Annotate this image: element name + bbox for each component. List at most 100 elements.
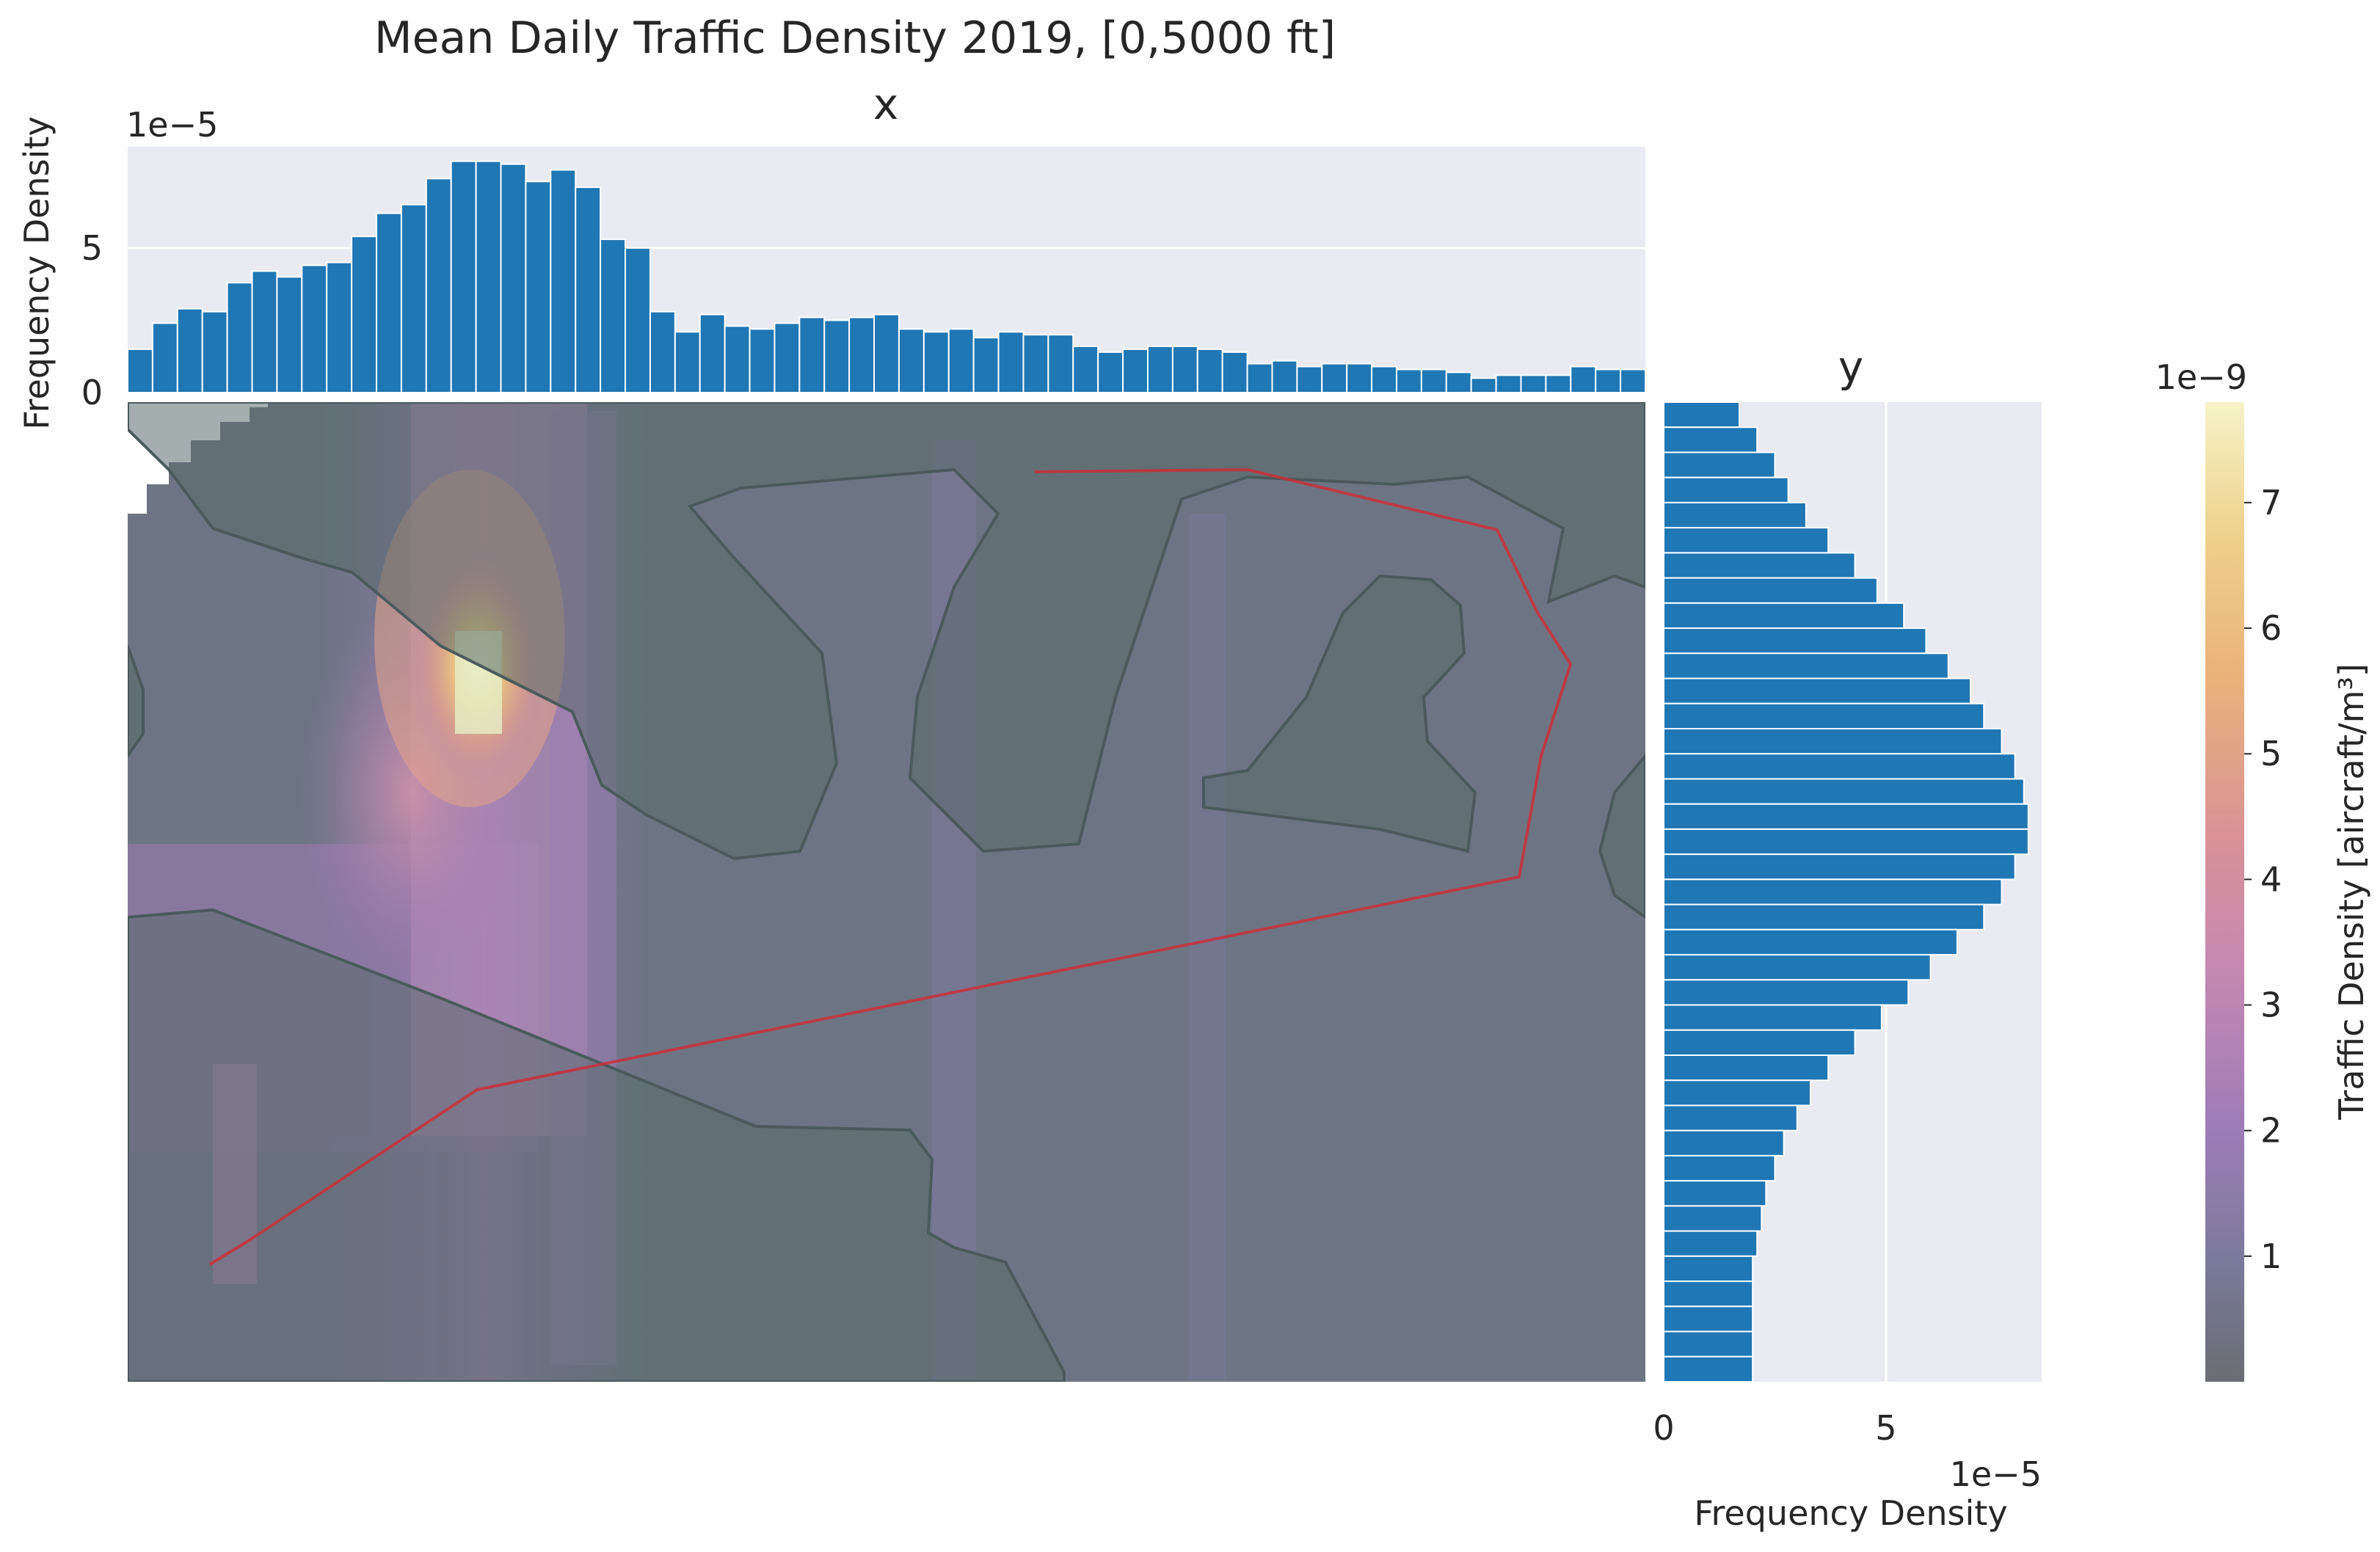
x-marginal-bar [997, 331, 1025, 393]
land-west-islet [128, 645, 145, 759]
colorbar-ticks: 1 2 3 4 5 6 7 [2244, 483, 2282, 1276]
y-marginal-bar [1663, 702, 1985, 729]
x-marginal-bar [873, 313, 900, 393]
x-marginal-offset-label: 1e−5 [126, 105, 218, 145]
colorbar-tick-label: 5 [2260, 734, 2282, 773]
y-marginal-bar [1663, 627, 1927, 655]
x-marginal-bar [400, 203, 427, 393]
x-marginal-bar [922, 331, 950, 393]
y-marginal-bar [1663, 753, 2016, 780]
y-marginal-bar [1663, 1255, 1754, 1283]
x-marginal-bar [649, 310, 676, 394]
colorbar: 1 2 3 4 5 6 7 1e−9 Traffic Density [aircraft/m… [2155, 357, 2371, 1382]
colorbar-tick-label: 1 [2260, 1236, 2282, 1276]
x-marginal-bar [326, 261, 353, 393]
x-marginal-bar [500, 163, 527, 393]
y-marginal-xlabel: Frequency Density [1694, 1493, 2007, 1533]
x-marginal-bar [1520, 374, 1547, 393]
land-inner-region [1202, 574, 1477, 853]
x-marginal-bar [1146, 345, 1173, 393]
y-marginal-xtick-label: 0 [1653, 1408, 1674, 1448]
x-marginal-bar [475, 160, 502, 394]
x-marginal-bar [276, 276, 303, 393]
x-marginal-bar [1122, 348, 1149, 393]
x-marginal-title: x [873, 79, 898, 129]
x-marginal-bar [848, 316, 876, 394]
x-marginal-bar [1221, 351, 1248, 393]
x-marginal-bar [699, 313, 726, 393]
y-marginal-bar [1663, 476, 1789, 503]
x-marginal-bar [1545, 374, 1572, 393]
y-marginal-bar [1663, 552, 1856, 579]
x-marginal-bar [972, 337, 1000, 393]
land-north-coast [128, 402, 1645, 861]
x-marginal-bar [1346, 363, 1373, 393]
x-marginal-bar [376, 212, 402, 393]
colorbar-tick-label: 3 [2260, 986, 2282, 1025]
colorbar-offset-label: 1e−9 [2155, 357, 2247, 397]
x-marginal-ylabel: Frequency Density [17, 116, 57, 429]
x-marginal-bar [550, 169, 577, 393]
x-marginal-bar [724, 325, 751, 393]
x-marginal-bar [351, 236, 378, 394]
x-marginal-bar [151, 322, 178, 394]
x-marginal-bar [1470, 377, 1497, 394]
x-marginal-bar [1097, 351, 1124, 393]
x-marginal-bar [575, 186, 602, 393]
y-marginal-bar [1663, 426, 1758, 453]
y-marginal-bar [1663, 1154, 1776, 1182]
y-marginal-bar [1663, 828, 2029, 856]
x-marginal-bar [301, 264, 328, 393]
x-marginal-bar [1246, 363, 1273, 393]
x-marginal-bar [774, 322, 801, 394]
y-marginal-bar [1663, 1029, 1856, 1057]
x-marginal-bar [1595, 368, 1622, 393]
y-marginal-bar [1663, 1054, 1830, 1082]
colorbar-tick-label: 6 [2260, 608, 2282, 648]
y-marginal-bar [1663, 803, 2029, 830]
density-map-panel [128, 402, 1645, 1382]
land-polygons [128, 402, 1645, 1382]
y-marginal-bar [1663, 577, 1878, 604]
x-marginal-bar [947, 328, 975, 394]
colorbar-tick-label: 7 [2260, 483, 2282, 522]
y-marginal-bar [1663, 652, 1949, 680]
x-marginal-bar [1296, 365, 1323, 394]
x-marginal-bar [525, 181, 552, 393]
land-east-coast [1598, 753, 1645, 919]
y-marginal-bars [1663, 401, 2029, 1383]
y-marginal-bar [1663, 778, 2025, 805]
colorbar-gradient [2205, 402, 2244, 1382]
y-marginal-bar [1663, 501, 1807, 529]
x-marginal-bar [823, 319, 851, 393]
flight-route [208, 467, 1573, 1266]
x-marginal-bar [1171, 345, 1198, 393]
y-marginal-bar [1663, 928, 1958, 956]
x-marginal-bar [251, 270, 278, 393]
y-marginal-bar [1663, 878, 2003, 906]
colorbar-label: Traffic Density [aircraft/m³] [2332, 663, 2371, 1121]
x-marginal-bar [450, 160, 477, 394]
x-marginal-bar [1196, 348, 1223, 393]
x-marginal-bar [898, 328, 925, 394]
y-marginal-bar [1663, 1330, 1754, 1358]
y-marginal-bar [1663, 1305, 1754, 1333]
x-marginal-bar [1072, 345, 1099, 393]
x-marginal-bar [1047, 334, 1074, 394]
colorbar-tick-label: 4 [2260, 859, 2282, 899]
x-marginal-bar [798, 316, 826, 394]
x-marginal-panel: x 05 1e−5 Frequency Density [17, 79, 1647, 430]
y-marginal-bar [1663, 602, 1905, 630]
figure-title: Mean Daily Traffic Density 2019, [0,5000… [374, 12, 1336, 64]
colorbar-label-text: Traffic Density [aircraft/m³] [2332, 663, 2371, 1121]
x-marginal-bar [1445, 371, 1472, 394]
x-marginal-bars [127, 160, 1647, 394]
x-marginal-ytick-label: 0 [81, 373, 103, 412]
y-marginal-bar [1663, 1205, 1763, 1232]
land-south-coast [128, 908, 1066, 1382]
y-marginal-title: y [1838, 342, 1863, 392]
x-marginal-yticks: 05 [81, 228, 103, 412]
